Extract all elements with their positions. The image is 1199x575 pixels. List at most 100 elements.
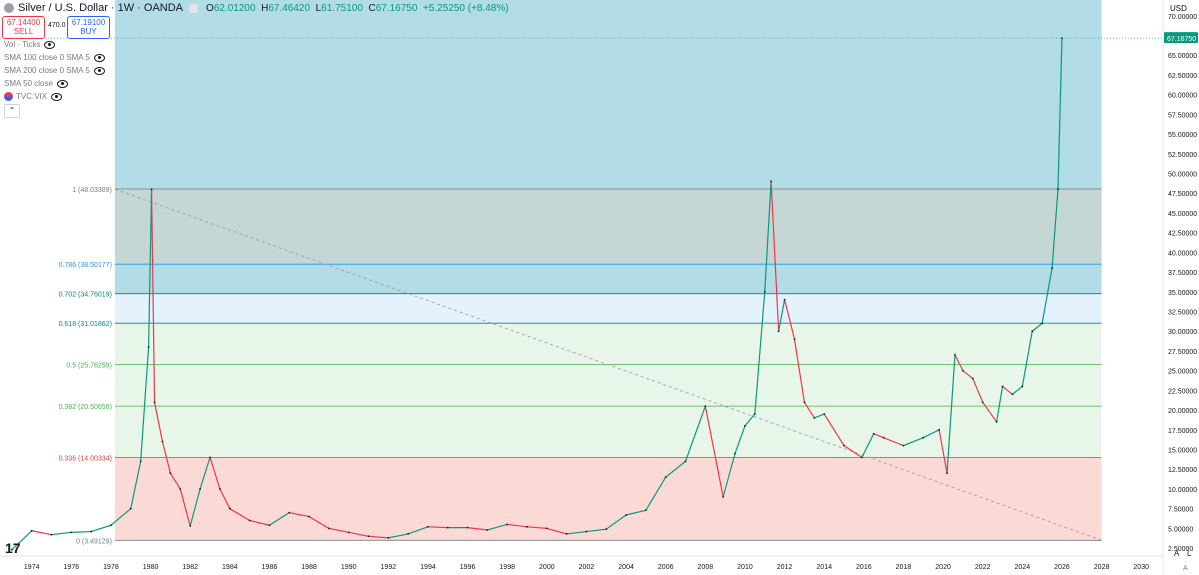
price-segment — [995, 386, 1004, 423]
price-point — [1051, 267, 1053, 270]
price-point — [327, 527, 330, 530]
price-segment — [823, 413, 845, 446]
price-point — [248, 519, 251, 522]
sell-button[interactable]: 67.14400 SELL — [2, 16, 45, 39]
price-segment — [269, 512, 290, 526]
price-point — [938, 428, 941, 431]
price-segment — [770, 181, 780, 332]
time-tick-label: 1986 — [262, 564, 278, 571]
price-point — [1057, 188, 1059, 191]
price-point — [209, 456, 211, 459]
price-segment — [1031, 322, 1043, 332]
price-point — [139, 460, 142, 463]
eye-icon[interactable] — [93, 66, 105, 75]
fib-level-label-6: 0.336 (14.00334) — [59, 455, 112, 462]
price-segment — [754, 291, 766, 415]
price-segment — [883, 437, 904, 447]
price-tick-label: 30.00000 — [1168, 329, 1197, 336]
eye-icon[interactable] — [51, 92, 63, 101]
price-point — [506, 523, 509, 526]
price-point — [70, 531, 73, 534]
price-segment — [328, 527, 349, 533]
price-tick-label: 62.50000 — [1168, 73, 1197, 80]
price-segment — [843, 445, 863, 458]
fib-level-label-1: 0.786 (38.50177) — [59, 262, 112, 269]
price-tick-label: 57.50000 — [1168, 112, 1197, 119]
price-segment — [946, 354, 956, 474]
price-point — [971, 377, 974, 380]
time-tick-label: 1976 — [64, 564, 80, 571]
price-tick-label: 25.00000 — [1168, 369, 1197, 376]
price-segment — [407, 526, 429, 535]
auto-scale-button[interactable]: A — [1174, 549, 1180, 558]
symbol-title[interactable]: Silver / U.S. Dollar · 1W · OANDA — [18, 2, 184, 14]
price-point — [625, 514, 627, 516]
price-point — [90, 530, 93, 533]
price-segment — [546, 527, 567, 535]
price-segment — [130, 461, 142, 509]
fib-zone-0336-0 — [114, 457, 1102, 541]
indicator-sma-50[interactable]: SMA 50 close — [4, 79, 68, 88]
price-point — [30, 529, 33, 532]
price-tick-label: 2.50000 — [1168, 546, 1193, 553]
price-point — [387, 536, 390, 539]
price-segment — [1012, 385, 1023, 395]
price-tick-label: 70.00000 — [1168, 14, 1197, 21]
price-point — [169, 472, 172, 475]
settings-icon[interactable]: A — [1183, 565, 1188, 572]
collapse-legend-button[interactable]: ⌃ — [4, 104, 20, 118]
price-point — [954, 353, 956, 356]
time-tick-label: 1994 — [420, 564, 436, 571]
fib-level-label-7: 0 (3.49129) — [76, 538, 112, 545]
price-segment — [388, 533, 409, 539]
eye-icon[interactable] — [93, 53, 105, 62]
time-tick-label: 2012 — [777, 564, 793, 571]
indicator-volume[interactable]: Vol · Ticks — [4, 40, 56, 49]
tradingview-logo[interactable]: 17 — [5, 540, 21, 556]
price-segment — [189, 488, 201, 527]
price-segment — [764, 181, 772, 292]
indicator-sma-100[interactable]: SMA 100 close 0 SMA 5 — [4, 53, 105, 62]
price-tick-label: 15.00000 — [1168, 448, 1197, 455]
price-segment — [110, 508, 132, 526]
price-segment — [704, 406, 724, 497]
price-segment — [147, 189, 153, 348]
time-tick-label: 1982 — [182, 564, 198, 571]
time-axis-bg — [0, 556, 1163, 575]
price-segment — [1002, 385, 1013, 395]
log-scale-button[interactable]: L — [1187, 549, 1192, 558]
time-tick-label: 1978 — [103, 564, 119, 571]
price-point — [153, 401, 156, 404]
price-segment — [923, 429, 940, 439]
buy-button[interactable]: 67.19100 BUY — [67, 16, 110, 39]
price-point — [308, 515, 310, 518]
eye-icon[interactable] — [44, 40, 56, 49]
fib-level-label-3: 0.618 (31.01862) — [59, 321, 112, 328]
price-segment — [150, 189, 156, 403]
currency-label[interactable]: USD — [1170, 4, 1187, 13]
price-points — [10, 37, 1063, 551]
price-tick-label: 37.50000 — [1168, 270, 1197, 277]
price-tick-label: 65.00000 — [1168, 53, 1197, 60]
indicator-vix[interactable]: TVC:VIX — [4, 92, 63, 101]
price-segment — [566, 530, 587, 535]
price-point — [50, 533, 53, 536]
price-segment — [861, 433, 875, 458]
price-tick-label: 40.00000 — [1168, 250, 1197, 257]
price-point — [946, 472, 948, 475]
eye-icon[interactable] — [56, 79, 68, 88]
price-segment — [954, 354, 964, 371]
indicator-sma-200[interactable]: SMA 200 close 0 SMA 5 — [4, 66, 105, 75]
price-segment — [526, 526, 547, 529]
price-tick-label: 35.00000 — [1168, 290, 1197, 297]
sell-label: SELL — [13, 27, 34, 36]
current-price-label: 67.16750 — [1167, 36, 1196, 43]
price-axis-bg — [1163, 0, 1199, 575]
price-point — [427, 525, 429, 528]
price-segment — [368, 535, 389, 539]
price-tick-label: 27.50000 — [1168, 349, 1197, 356]
price-segment — [684, 405, 706, 462]
price-segment — [903, 437, 924, 447]
current-price-tag — [1164, 32, 1198, 44]
